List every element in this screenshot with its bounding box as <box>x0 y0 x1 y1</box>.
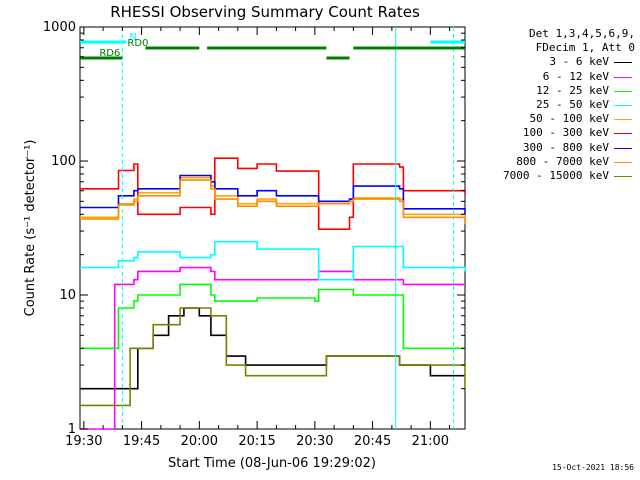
legend-label-8: 7000 - 15000 keV <box>503 168 609 182</box>
annotation-label-rd0: RD0 <box>127 38 148 49</box>
legend-item-3: 25 - 50 keV <box>478 98 635 112</box>
y-tick-label-0: 1 <box>68 422 76 437</box>
legend-label-5: 100 - 300 keV <box>522 126 609 140</box>
legend-label-6: 300 - 800 keV <box>522 140 609 154</box>
legend-item-8: 7000 - 15000 keV <box>478 169 635 183</box>
legend-item-7: 800 - 7000 keV <box>478 155 635 169</box>
legend-item-5: 100 - 300 keV <box>478 126 635 140</box>
legend-swatch-8 <box>614 175 632 177</box>
legend-swatch-5 <box>614 133 632 135</box>
legend-item-6: 300 - 800 keV <box>478 141 635 155</box>
legend-label-4: 50 - 100 keV <box>529 112 609 126</box>
legend-label-3: 25 - 50 keV <box>536 97 609 111</box>
x-tick-label-2: 20:00 <box>181 434 218 449</box>
legend-swatch-0 <box>614 62 632 64</box>
x-tick-label-6: 21:00 <box>412 434 449 449</box>
series-line-8 <box>80 307 466 407</box>
y-tick-label-1: 10 <box>59 288 76 303</box>
series-line-1 <box>80 266 465 430</box>
legend-swatch-6 <box>614 147 632 149</box>
axes-layer: 19:30 19:45 20:00 20:15 20:30 20:45 21:00 1 10 10… <box>43 20 465 449</box>
legend: Det 1,3,4,5,6,9, FDecim 1, Att 0 3 - 6 k… <box>478 27 635 183</box>
legend-label-1: 6 - 12 keV <box>542 69 609 83</box>
annotation-label-n: N <box>129 32 136 43</box>
annotation-label-rd6: RD6 <box>99 48 120 59</box>
y-tick-label-3: 1000 <box>43 20 76 35</box>
x-tick-label-0: 19:30 <box>65 434 102 449</box>
series-layer <box>80 157 466 430</box>
y-tick-label-2: 100 <box>51 154 76 169</box>
x-axis-label: Start Time (08-Jun-06 19:29:02) <box>168 456 376 471</box>
legend-swatch-2 <box>614 90 632 92</box>
series-line-2 <box>80 283 465 350</box>
x-tick-label-5: 20:45 <box>354 434 391 449</box>
legend-swatch-1 <box>614 76 632 78</box>
legend-swatch-3 <box>614 104 632 106</box>
y-axis-label: Count Rate (s⁻¹ detector⁻¹) <box>23 140 38 317</box>
legend-item-2: 12 - 25 keV <box>478 84 635 98</box>
legend-label-7: 800 - 7000 keV <box>516 154 609 168</box>
legend-swatch-7 <box>614 161 632 163</box>
x-tick-label-1: 19:45 <box>123 434 160 449</box>
series-line-6 <box>80 174 466 215</box>
series-line-7 <box>80 179 466 224</box>
footer-timestamp: 15-Oct-2021 18:56 <box>552 463 634 472</box>
legend-header-1: Det 1,3,4,5,6,9, <box>529 27 635 40</box>
x-tick-label-3: 20:15 <box>238 434 275 449</box>
legend-header-2: FDecim 1, Att 0 <box>535 41 635 55</box>
legend-label-2: 12 - 25 keV <box>536 83 609 97</box>
legend-item-0: 3 - 6 keV <box>478 55 635 69</box>
legend-swatch-4 <box>614 119 632 121</box>
x-tick-label-4: 20:30 <box>296 434 333 449</box>
legend-item-1: 6 - 12 keV <box>478 70 635 84</box>
series-line-3 <box>80 240 466 281</box>
plot-frame <box>79 26 466 430</box>
chart-title: RHESSI Observing Summary Count Rates <box>110 3 420 21</box>
legend-item-4: 50 - 100 keV <box>478 112 635 126</box>
series-line-5 <box>80 157 466 230</box>
legend-label-0: 3 - 6 keV <box>549 55 609 69</box>
